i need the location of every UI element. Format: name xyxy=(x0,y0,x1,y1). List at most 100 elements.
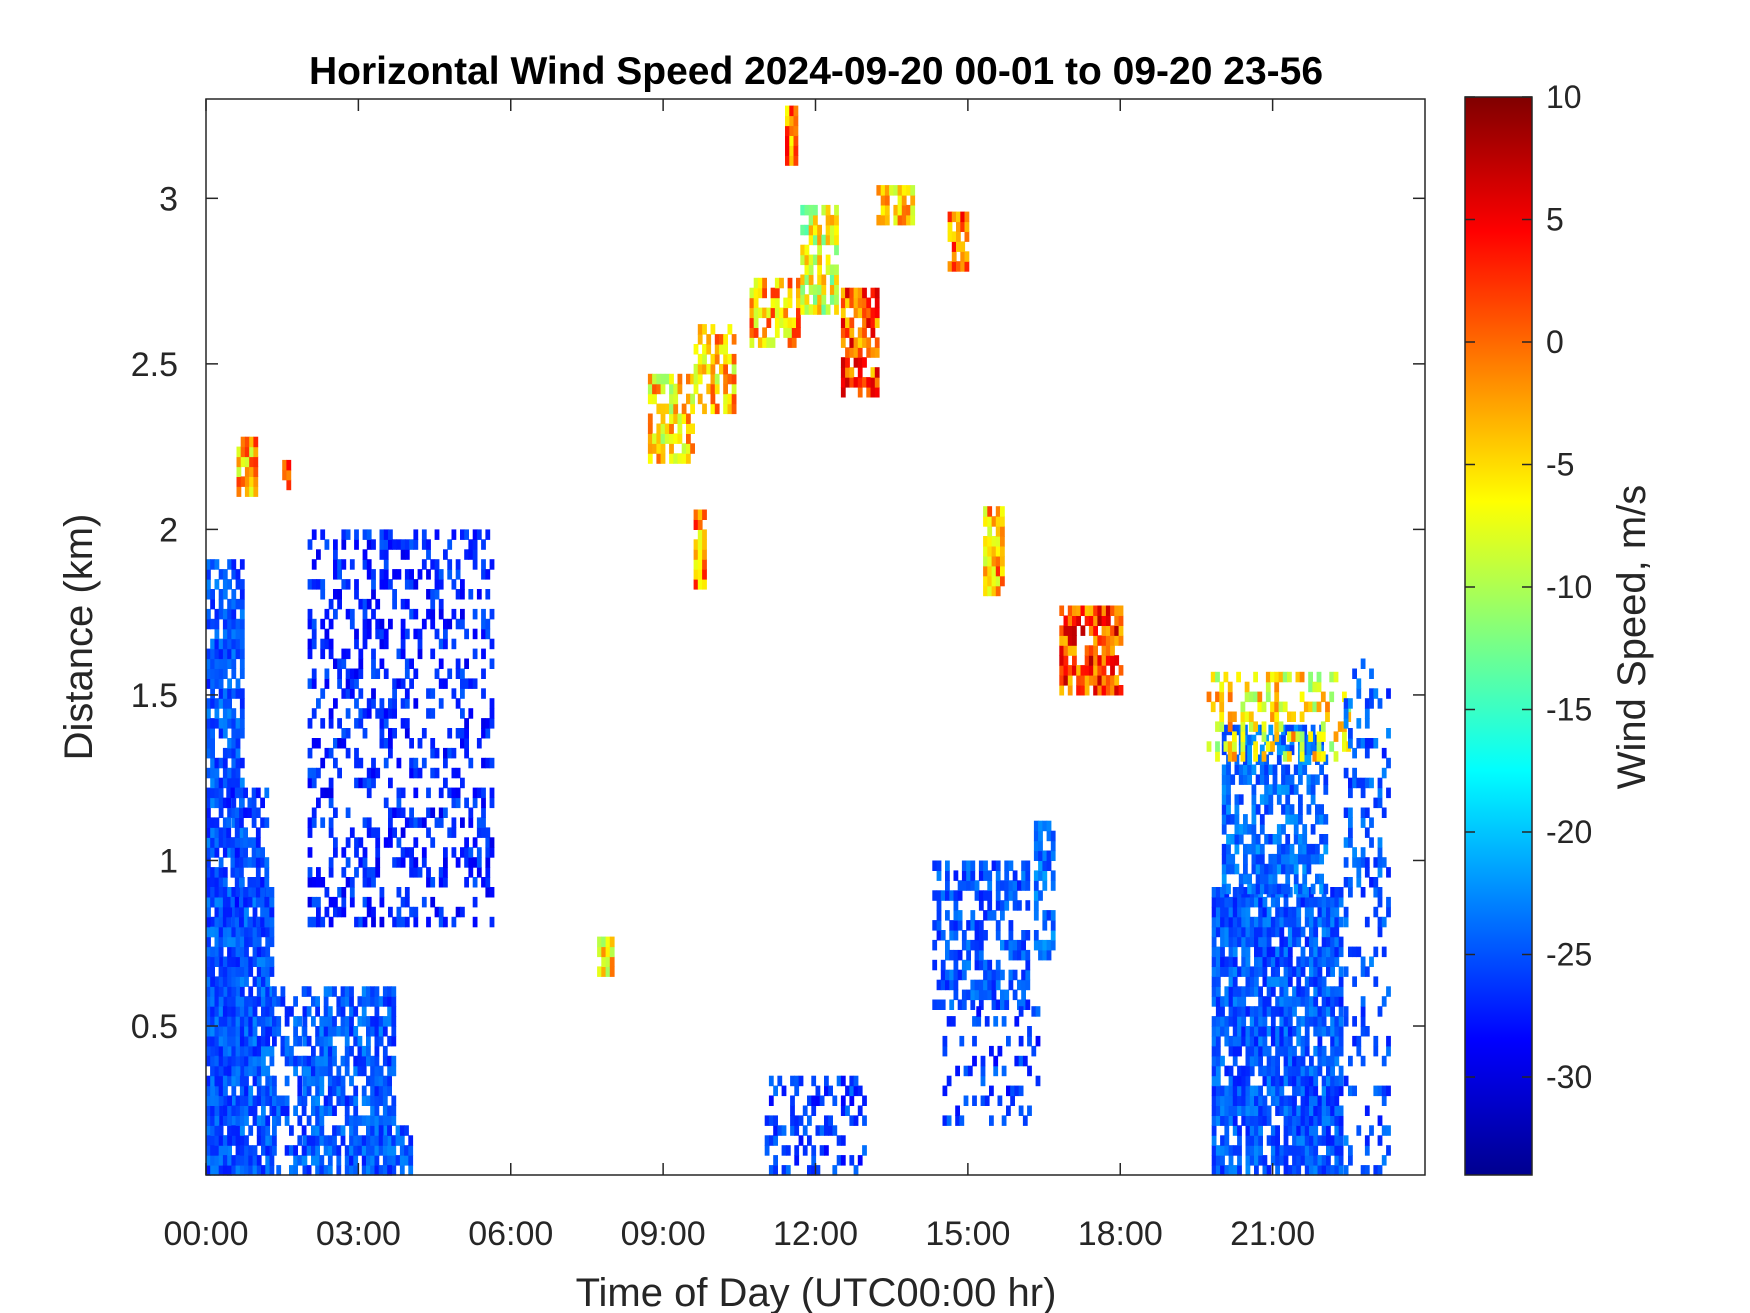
heatmap-cell xyxy=(1313,956,1319,967)
heatmap-cell xyxy=(464,658,469,669)
heatmap-cell xyxy=(413,817,419,828)
heatmap-cell xyxy=(605,946,611,958)
heatmap-cell xyxy=(260,906,265,918)
heatmap-cell xyxy=(1105,685,1111,696)
heatmap-cell xyxy=(235,966,241,977)
heatmap-cell xyxy=(1000,880,1005,891)
heatmap-cell xyxy=(690,423,695,434)
heatmap-cell xyxy=(349,559,355,570)
heatmap-cell xyxy=(857,327,863,338)
heatmap-cell xyxy=(1237,1105,1242,1116)
heatmap-cell xyxy=(244,1006,249,1017)
heatmap-cell xyxy=(1296,1075,1302,1087)
heatmap-cell xyxy=(214,698,220,709)
heatmap-cell xyxy=(227,608,232,620)
heatmap-cell xyxy=(1373,738,1379,749)
heatmap-cell xyxy=(345,877,351,888)
heatmap-cell xyxy=(1012,870,1018,881)
heatmap-cell xyxy=(849,1085,855,1097)
heatmap-cell xyxy=(1369,877,1374,888)
heatmap-cell xyxy=(1101,655,1107,666)
heatmap-cell xyxy=(807,1115,812,1126)
heatmap-cell xyxy=(1296,1115,1302,1126)
heatmap-cell xyxy=(1279,946,1285,958)
colorbar-tick-label: -5 xyxy=(1546,447,1574,483)
heatmap-cell xyxy=(1080,675,1086,686)
heatmap-cell xyxy=(218,658,224,669)
heatmap-cell xyxy=(404,1125,409,1136)
heatmap-cell xyxy=(371,757,376,769)
heatmap-cell xyxy=(261,1065,266,1077)
heatmap-cell xyxy=(311,708,317,719)
heatmap-cell xyxy=(269,1055,275,1067)
heatmap-cell xyxy=(378,1035,384,1047)
heatmap-cell xyxy=(345,668,351,679)
heatmap-cell xyxy=(1326,1026,1331,1037)
heatmap-cell xyxy=(239,668,245,679)
heatmap-cell xyxy=(354,638,359,650)
heatmap-cell xyxy=(1021,979,1026,991)
heatmap-cell xyxy=(1004,999,1010,1010)
heatmap-cell xyxy=(489,757,495,769)
heatmap-cell xyxy=(781,1125,787,1136)
heatmap-cell xyxy=(265,1135,271,1146)
heatmap-cell xyxy=(379,708,385,719)
heatmap-cell xyxy=(443,916,448,928)
heatmap-cell xyxy=(1259,764,1265,775)
heatmap-cell xyxy=(430,559,436,570)
heatmap-cell xyxy=(1220,1095,1225,1106)
heatmap-cell xyxy=(430,608,436,620)
heatmap-cell xyxy=(382,1135,388,1146)
heatmap-cell xyxy=(1000,939,1005,951)
heatmap-cell xyxy=(231,559,237,570)
heatmap-cell xyxy=(383,757,389,769)
heatmap-cell xyxy=(443,638,448,650)
heatmap-cell xyxy=(1241,916,1247,928)
heatmap-cell xyxy=(1254,1115,1259,1126)
heatmap-cell xyxy=(1221,883,1227,895)
heatmap-cell xyxy=(302,1035,308,1047)
heatmap-cell xyxy=(1386,1125,1391,1136)
heatmap-cell xyxy=(239,906,244,918)
heatmap-cell xyxy=(252,1115,258,1126)
heatmap-cell xyxy=(1313,1006,1319,1017)
heatmap-cell xyxy=(710,383,716,395)
heatmap-cell xyxy=(451,688,457,699)
heatmap-cell xyxy=(1228,1016,1234,1027)
heatmap-cell xyxy=(438,906,444,918)
heatmap-cell xyxy=(218,926,224,938)
heatmap-cell xyxy=(320,718,326,729)
heatmap-cell xyxy=(1268,853,1274,865)
heatmap-cell xyxy=(1262,1016,1268,1027)
heatmap-cell xyxy=(1237,986,1242,997)
heatmap-cell xyxy=(677,453,683,464)
heatmap-cell xyxy=(652,393,657,405)
heatmap-cell xyxy=(961,930,967,941)
heatmap-cell xyxy=(1360,1016,1366,1027)
heatmap-cell xyxy=(472,678,478,689)
heatmap-cell xyxy=(836,1155,842,1166)
heatmap-cell xyxy=(1300,1055,1306,1067)
heatmap-cell xyxy=(1228,966,1234,977)
heatmap-cell xyxy=(265,1026,271,1037)
heatmap-cell xyxy=(1323,843,1329,855)
heatmap-cell xyxy=(408,1135,414,1146)
heatmap-cell xyxy=(1227,751,1233,762)
heatmap-cell xyxy=(1315,814,1320,825)
heatmap-cell xyxy=(790,1115,795,1126)
heatmap-cell xyxy=(396,837,402,848)
heatmap-cell xyxy=(1309,1135,1314,1146)
heatmap-cell xyxy=(880,185,886,196)
heatmap-cell xyxy=(1312,681,1318,693)
heatmap-cell xyxy=(770,287,776,299)
heatmap-cell xyxy=(987,565,993,577)
heatmap-cell xyxy=(1266,906,1272,918)
heatmap-cell xyxy=(426,827,431,838)
heatmap-cell xyxy=(1025,880,1031,891)
heatmap-cell xyxy=(1313,1145,1319,1156)
heatmap-cell xyxy=(375,668,381,679)
heatmap-cell xyxy=(392,916,397,928)
heatmap-cell xyxy=(1046,830,1052,842)
heatmap-cell xyxy=(1266,1045,1272,1057)
heatmap-cell xyxy=(276,1026,282,1037)
